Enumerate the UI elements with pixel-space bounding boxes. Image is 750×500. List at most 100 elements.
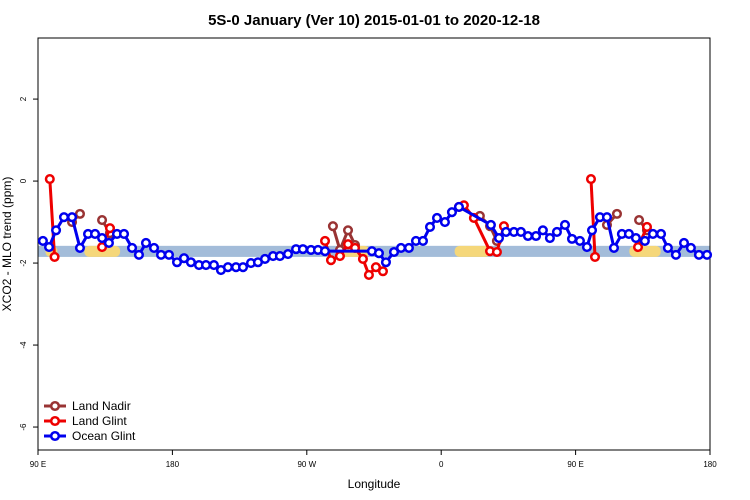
data-point bbox=[537, 225, 548, 236]
y-tick-label: 2 bbox=[19, 96, 28, 101]
data-point bbox=[685, 242, 696, 253]
data-point bbox=[370, 262, 381, 273]
data-point bbox=[500, 226, 512, 237]
data-point bbox=[140, 237, 152, 249]
data-point bbox=[544, 233, 555, 244]
series-line bbox=[48, 178, 57, 258]
data-point bbox=[589, 251, 601, 262]
data-point bbox=[319, 235, 331, 246]
legend-label: Land Glint bbox=[72, 414, 127, 428]
data-point bbox=[634, 214, 645, 226]
x-tick-label: 0 bbox=[439, 460, 444, 469]
data-point bbox=[446, 207, 458, 218]
data-point bbox=[74, 242, 86, 253]
data-point bbox=[297, 244, 308, 255]
data-point bbox=[156, 249, 167, 260]
data-point bbox=[89, 228, 101, 240]
y-axis-label: XCO2 - MLO trend (ppm) bbox=[0, 177, 14, 312]
data-point bbox=[647, 228, 659, 240]
data-point bbox=[551, 226, 562, 237]
data-point bbox=[574, 235, 585, 246]
data-point bbox=[632, 242, 644, 253]
data-point bbox=[623, 228, 634, 240]
y-tick-label: 0 bbox=[19, 178, 28, 183]
data-point bbox=[662, 242, 673, 253]
data-point bbox=[639, 235, 650, 246]
data-point bbox=[388, 246, 400, 258]
data-point bbox=[515, 226, 526, 237]
data-point bbox=[395, 242, 407, 253]
data-point bbox=[127, 242, 138, 253]
data-point bbox=[178, 253, 190, 264]
data-point bbox=[37, 235, 48, 246]
legend-marker bbox=[49, 415, 61, 427]
data-point bbox=[259, 253, 271, 265]
data-point bbox=[581, 242, 592, 253]
plot-frame bbox=[37, 37, 711, 451]
data-point bbox=[325, 255, 337, 266]
data-point bbox=[357, 253, 368, 265]
series-line bbox=[589, 178, 597, 257]
data-point bbox=[103, 237, 114, 249]
legend-marker bbox=[49, 400, 61, 412]
data-point bbox=[585, 173, 597, 185]
highlight bbox=[454, 245, 491, 257]
data-point bbox=[453, 201, 465, 212]
data-point bbox=[334, 251, 346, 262]
data-point bbox=[530, 230, 542, 242]
data-point bbox=[58, 212, 70, 223]
data-point bbox=[678, 237, 690, 249]
data-point bbox=[133, 249, 144, 260]
data-point bbox=[185, 257, 196, 268]
data-point bbox=[522, 230, 534, 242]
data-point bbox=[559, 219, 571, 230]
data-point bbox=[431, 212, 443, 224]
data-point bbox=[319, 246, 331, 257]
data-point bbox=[163, 249, 175, 260]
x-tick-label: 180 bbox=[166, 460, 180, 469]
data-point bbox=[380, 257, 391, 268]
data-point bbox=[171, 257, 183, 268]
data-point bbox=[630, 233, 641, 244]
data-point bbox=[66, 212, 78, 223]
data-point bbox=[44, 173, 55, 185]
series-line bbox=[331, 225, 357, 255]
data-point bbox=[44, 242, 55, 253]
data-point bbox=[118, 228, 130, 240]
data-point bbox=[586, 225, 598, 236]
y-tick-label: -2 bbox=[19, 259, 28, 267]
data-point bbox=[200, 260, 212, 271]
x-axis-label: Longitude bbox=[348, 477, 401, 491]
data-point bbox=[611, 208, 623, 219]
data-point bbox=[373, 248, 384, 259]
data-point bbox=[493, 233, 505, 244]
chart-title: 5S-0 January (Ver 10) 2015-01-01 to 2020… bbox=[208, 12, 540, 29]
data-point bbox=[439, 217, 450, 228]
data-point bbox=[403, 242, 414, 253]
data-point bbox=[693, 249, 704, 260]
data-point bbox=[655, 228, 667, 240]
data-point bbox=[104, 223, 116, 234]
data-point bbox=[377, 266, 389, 277]
data-point bbox=[701, 249, 713, 260]
x-tick-label: 90 E bbox=[567, 460, 583, 469]
x-tick-label: 90 W bbox=[297, 460, 316, 469]
legend-marker bbox=[49, 430, 61, 442]
data-point bbox=[282, 248, 294, 260]
data-point bbox=[97, 233, 108, 244]
data-point bbox=[51, 225, 62, 236]
data-point bbox=[608, 242, 620, 253]
data-point bbox=[222, 262, 234, 273]
data-point bbox=[601, 212, 613, 223]
data-point bbox=[74, 208, 86, 219]
data-point bbox=[97, 214, 108, 226]
data-point bbox=[641, 221, 653, 233]
data-point bbox=[363, 269, 374, 281]
data-point bbox=[491, 246, 502, 258]
x-tick-label: 180 bbox=[703, 460, 717, 469]
x-tick-label: 90 E bbox=[30, 460, 46, 469]
data-point bbox=[417, 235, 429, 246]
legend-label: Ocean Glint bbox=[72, 429, 136, 443]
data-point bbox=[237, 262, 249, 273]
